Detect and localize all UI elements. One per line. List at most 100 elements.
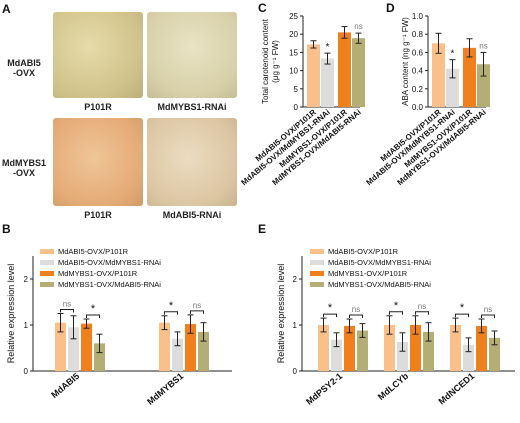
panel-e-bar (450, 325, 461, 371)
panel-c-bar (352, 38, 365, 108)
panel-b-significance-label: ns (63, 300, 71, 309)
panel-e-significance-label: * (328, 302, 333, 314)
panel-d-bar (463, 47, 476, 107)
panel-b-bar (68, 327, 79, 371)
panel-e-bar (410, 325, 421, 371)
panel-b-y-axis-label: Relative expression level (6, 264, 16, 364)
panel-e-legend-label: MdABI5-OVX/MdMYBS1-RNAi (328, 258, 431, 267)
panel-c-bar (338, 32, 351, 107)
panel-b-legend-swatch (40, 260, 54, 265)
row1-label: MdABI5 -OVX (7, 58, 41, 78)
panel-c-y-tick-label: 25 (289, 12, 298, 21)
panel-e-category-label: MdNCED1 (437, 371, 477, 407)
panel-c-y-axis-unit: (μg g⁻¹ FW) (271, 40, 280, 83)
panel-b-bar (55, 322, 66, 371)
panel-d-y-tick-label: 1.0 (412, 12, 424, 21)
panel-b-legend-label: MdMYBS1-OVX/P101R (58, 269, 138, 278)
caption-mybs1-rnai: MdMYBS1-RNAi (157, 102, 227, 112)
panel-c-y-tick-label: 20 (289, 30, 298, 39)
photo-mybs1-abi5-rnai (147, 118, 237, 206)
panel-e-letter: E (258, 222, 266, 236)
panel-c-y-tick-label: 0 (294, 103, 299, 112)
panel-e-bar (344, 325, 355, 371)
panel-b-y-tick-label: 1 (24, 321, 29, 330)
panel-e-significance-label: * (460, 302, 465, 314)
panel-d-bar (446, 68, 459, 107)
panel-e-y-tick-label: 0 (293, 367, 298, 376)
panel-d-significance-label: * (451, 49, 455, 60)
panel-b-legend-swatch (40, 249, 54, 254)
photo-abi5-mybs1-rnai (147, 12, 237, 98)
panel-c-bar (307, 44, 320, 107)
panel-d-y-tick-label: 0.4 (412, 67, 424, 76)
panel-b-y-tick-label: 0 (24, 367, 29, 376)
panel-e-significance-label: * (394, 300, 399, 312)
caption-abi5-rnai: MdABI5-RNAi (162, 210, 222, 220)
panel-e-significance-label: ns (484, 305, 492, 314)
panel-e-y-tick-label: 1 (293, 321, 298, 330)
panel-e-bar (357, 330, 368, 371)
panel-c-y-tick-label: 10 (289, 67, 298, 76)
panel-d-letter: D (386, 1, 395, 15)
panel-d-significance-label: ns (479, 41, 487, 50)
panel-e-legend-label: MdMYBS1-OVX/MdABI5-RNAi (328, 280, 431, 289)
panel-d-bar (477, 64, 490, 107)
panel-d-y-axis-label: ABA content (ng g⁻¹ FW) (401, 17, 410, 106)
panel-b-bar (81, 323, 92, 371)
panel-b-significance-label: * (169, 300, 174, 312)
panel-e-y-axis-label: Relative expression level (276, 264, 286, 364)
panel-e-bar (489, 337, 500, 371)
panel-e-comparison-bracket (455, 313, 469, 318)
panel-d-y-tick-label: 0.8 (412, 30, 424, 39)
panel-e-legend-label: MdABI5-OVX/P101R (328, 247, 399, 256)
panel-b-legend-swatch (40, 271, 54, 276)
panel-e-bar (463, 344, 474, 371)
panel-b-significance-label: * (91, 303, 96, 315)
caption-p101r-2: P101R (84, 210, 112, 220)
panel-e-legend-label: MdMYBS1-OVX/P101R (328, 269, 408, 278)
panel-e-bar (423, 331, 434, 371)
panel-c-y-tick-label: 15 (289, 48, 298, 57)
panel-c-significance-label: ns (354, 22, 362, 31)
panel-b-legend-label: MdMYBS1-OVX/MdABI5-RNAi (58, 280, 161, 289)
panel-b-category-label: MdABI5 (49, 371, 81, 400)
panel-e-category-label: MdLCYb (376, 371, 411, 402)
panel-e-comparison-bracket (415, 311, 429, 315)
panel-b-bar (185, 324, 196, 371)
photo-abi5-p101r (53, 12, 143, 98)
panel-b-comparison-bracket (86, 314, 100, 319)
panel-d-y-tick-label: 0.0 (412, 103, 424, 112)
panel-c-significance-label: * (326, 42, 330, 53)
panel-c-y-axis-label: Total carotenoid content (261, 18, 270, 104)
panel-b-bar (198, 331, 209, 371)
panel-b-comparison-bracket (164, 311, 178, 315)
panel-b-significance-label: ns (193, 301, 201, 310)
panel-c-bar (321, 58, 334, 107)
panel-e-legend-swatch (310, 282, 324, 287)
panel-b-comparison-bracket (60, 309, 74, 313)
panel-e-bar (397, 342, 408, 371)
panel-d-bar (432, 43, 445, 107)
panel-e-comparison-bracket (349, 314, 363, 319)
panel-c-y-tick-label: 5 (294, 85, 299, 94)
panel-b-category-label: MdMYBS1 (145, 371, 185, 407)
panel-e-significance-label: ns (352, 305, 360, 314)
panel-e-legend-swatch (310, 260, 324, 265)
panel-e-category-label: MdPSY2-1 (304, 371, 344, 407)
panel-b-legend-label: MdABI5-OVX/P101R (58, 247, 129, 256)
panel-b-bar (159, 322, 170, 371)
panel-e-legend-swatch (310, 249, 324, 254)
panel-e-y-tick-label: 2 (293, 275, 298, 284)
panel-e-bar (318, 325, 329, 371)
panel-e-significance-label: ns (418, 302, 426, 311)
panel-b-comparison-bracket (190, 310, 204, 314)
panel-b-legend-swatch (40, 282, 54, 287)
panel-e-legend-swatch (310, 271, 324, 276)
panel-b-y-tick-label: 2 (24, 275, 29, 284)
panel-d-y-tick-label: 0.6 (412, 48, 424, 57)
panel-b-letter: B (2, 222, 11, 236)
row2-label: MdMYBS1 -OVX (1, 158, 46, 178)
panel-e-bar (331, 339, 342, 371)
panel-e-comparison-bracket (323, 313, 337, 318)
